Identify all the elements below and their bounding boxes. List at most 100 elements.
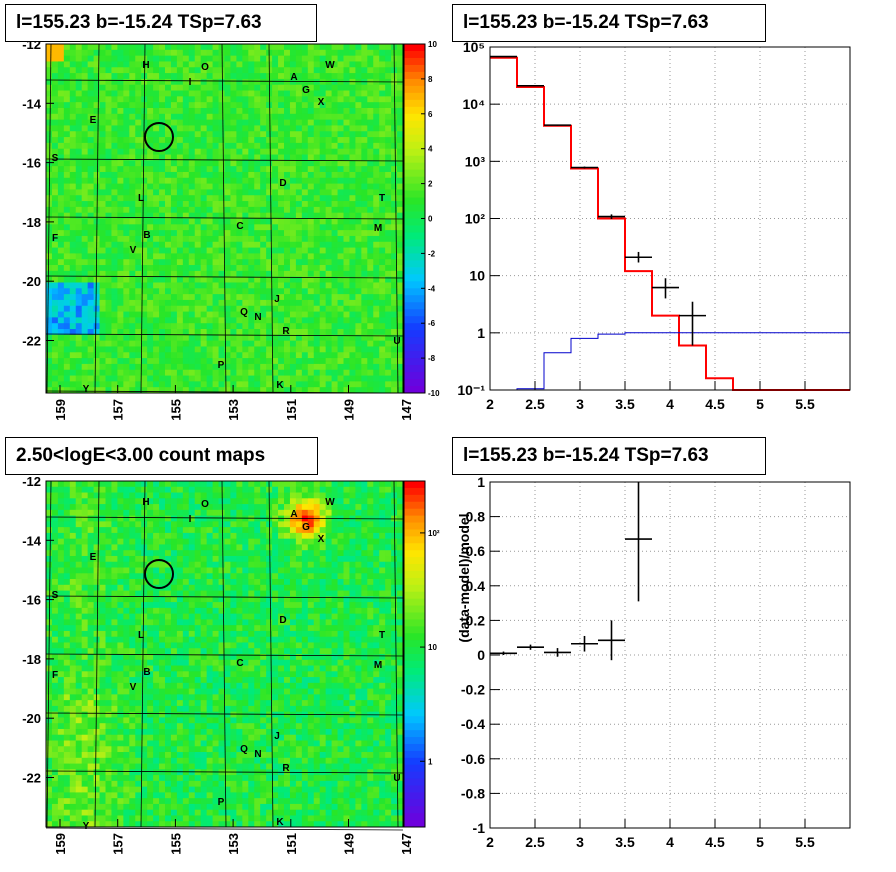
- bl-map-pixel: [99, 509, 106, 516]
- bl-map-pixel: [105, 700, 112, 707]
- tl-map-pixel: [331, 177, 338, 184]
- tl-map-pixel: [272, 131, 279, 138]
- tl-map-pixel: [266, 183, 273, 190]
- bl-map-pixel: [165, 717, 172, 724]
- tl-map-pixel: [284, 84, 291, 91]
- tl-map-pixel: [343, 299, 350, 307]
- tl-map-pixel: [117, 154, 124, 161]
- tl-map-pixel: [242, 206, 249, 214]
- tl-map-pixel: [385, 311, 392, 318]
- tl-map-pixel: [182, 317, 190, 324]
- tl-map-pixel: [361, 276, 368, 283]
- bl-map-pixel: [87, 798, 94, 805]
- tl-map-pixel: [325, 67, 332, 74]
- tl-map-pixel: [111, 44, 118, 51]
- tl-map-pixel: [159, 259, 166, 266]
- bl-map-pixel: [165, 538, 172, 545]
- tl-map-pixel: [278, 61, 285, 68]
- tl-map-pixel: [337, 358, 344, 365]
- tl-map-pixel: [75, 299, 83, 307]
- tl-map-pixel: [289, 107, 297, 115]
- tl-map-pixel: [361, 340, 368, 347]
- tl-map-pixel: [111, 375, 118, 382]
- tl-map-pixel: [206, 189, 213, 196]
- bl-map-pixel: [105, 792, 112, 799]
- tl-map-pixel: [111, 230, 118, 237]
- tl-map-pixel: [266, 148, 273, 155]
- bl-map-pixel: [51, 757, 59, 764]
- tl-map-pixel: [212, 201, 219, 208]
- tl-map-pixel: [337, 323, 344, 330]
- tl-map-pixel: [355, 265, 362, 272]
- tl-map-pixel: [385, 55, 392, 62]
- bl-map-pixel: [46, 786, 53, 793]
- tl-map-pixel: [176, 131, 184, 138]
- tl-map-pixel: [81, 282, 89, 289]
- tl-map-pixel: [385, 282, 392, 289]
- bl-map-pixel: [93, 527, 100, 534]
- tl-map-pixel: [307, 160, 315, 167]
- tl-map-pixel: [69, 61, 77, 68]
- tl-map-pixel: [93, 177, 100, 184]
- bl-map-pixel: [81, 757, 89, 764]
- tl-map-pixel: [200, 102, 208, 109]
- bl-map-pixel: [69, 746, 77, 753]
- tl-map-pixel: [307, 334, 315, 342]
- tl-map-pixel: [75, 305, 83, 312]
- tl-map-pixel: [159, 340, 166, 347]
- tl-map-pixel: [93, 369, 100, 376]
- tl-map-pixel: [165, 375, 172, 382]
- tl-map-pixel: [343, 55, 350, 62]
- tl-map-pixel: [206, 358, 213, 365]
- bl-map-pixel: [51, 602, 59, 609]
- bl-map-pixel: [63, 665, 71, 672]
- tl-map-pixel: [141, 241, 148, 248]
- bl-map-pixel: [153, 821, 160, 828]
- bl-map-pixel: [75, 584, 83, 591]
- tl-coord-grid-line: [46, 43, 52, 394]
- tl-map-pixel: [325, 247, 332, 254]
- bl-map-pixel: [159, 642, 166, 649]
- bl-map-pixel: [105, 619, 112, 626]
- tl-map-pixel: [75, 206, 83, 214]
- tl-map-pixel: [69, 259, 77, 266]
- bl-map-pixel: [123, 579, 130, 586]
- bl-map-pixel: [46, 803, 53, 811]
- bl-map-pixel: [153, 532, 160, 540]
- bl-map-pixel: [69, 734, 77, 741]
- tl-map-pixel: [224, 311, 231, 318]
- tl-map-pixel: [254, 387, 261, 394]
- tl-y-tick-label: -22: [22, 334, 41, 349]
- tl-map-pixel: [301, 340, 309, 347]
- tl-map-pixel: [325, 334, 332, 342]
- tl-map-pixel: [200, 346, 208, 353]
- tl-map-pixel: [331, 212, 338, 219]
- bl-map-pixel: [165, 746, 172, 753]
- tl-map-pixel: [99, 317, 106, 324]
- tl-map-pixel: [51, 387, 59, 394]
- tl-map-pixel: [63, 346, 71, 353]
- tl-map-pixel: [99, 142, 106, 150]
- tl-map-pixel: [105, 55, 112, 62]
- bl-map-pixel: [81, 504, 89, 511]
- tl-map-pixel: [391, 137, 398, 144]
- tl-map-pixel: [260, 334, 267, 342]
- tl-map-pixel: [260, 311, 267, 318]
- tl-map-pixel: [319, 299, 327, 307]
- tl-map-pixel: [266, 154, 273, 161]
- bl-map-pixel: [117, 521, 124, 528]
- bl-map-pixel: [111, 527, 118, 534]
- tl-map-pixel: [325, 171, 332, 179]
- tl-map-pixel: [218, 387, 225, 394]
- tl-map-pixel: [278, 189, 285, 196]
- tl-map-pixel: [176, 206, 184, 214]
- tl-map-pixel: [325, 375, 332, 382]
- tl-map-pixel: [182, 299, 190, 307]
- tl-map-pixel: [81, 381, 89, 388]
- bl-map-pixel: [105, 648, 112, 655]
- bl-map-pixel: [75, 498, 83, 505]
- tl-map-pixel: [147, 323, 154, 330]
- tl-map-pixel: [117, 241, 124, 248]
- tl-map-pixel: [391, 311, 398, 318]
- tl-map-pixel: [284, 253, 291, 260]
